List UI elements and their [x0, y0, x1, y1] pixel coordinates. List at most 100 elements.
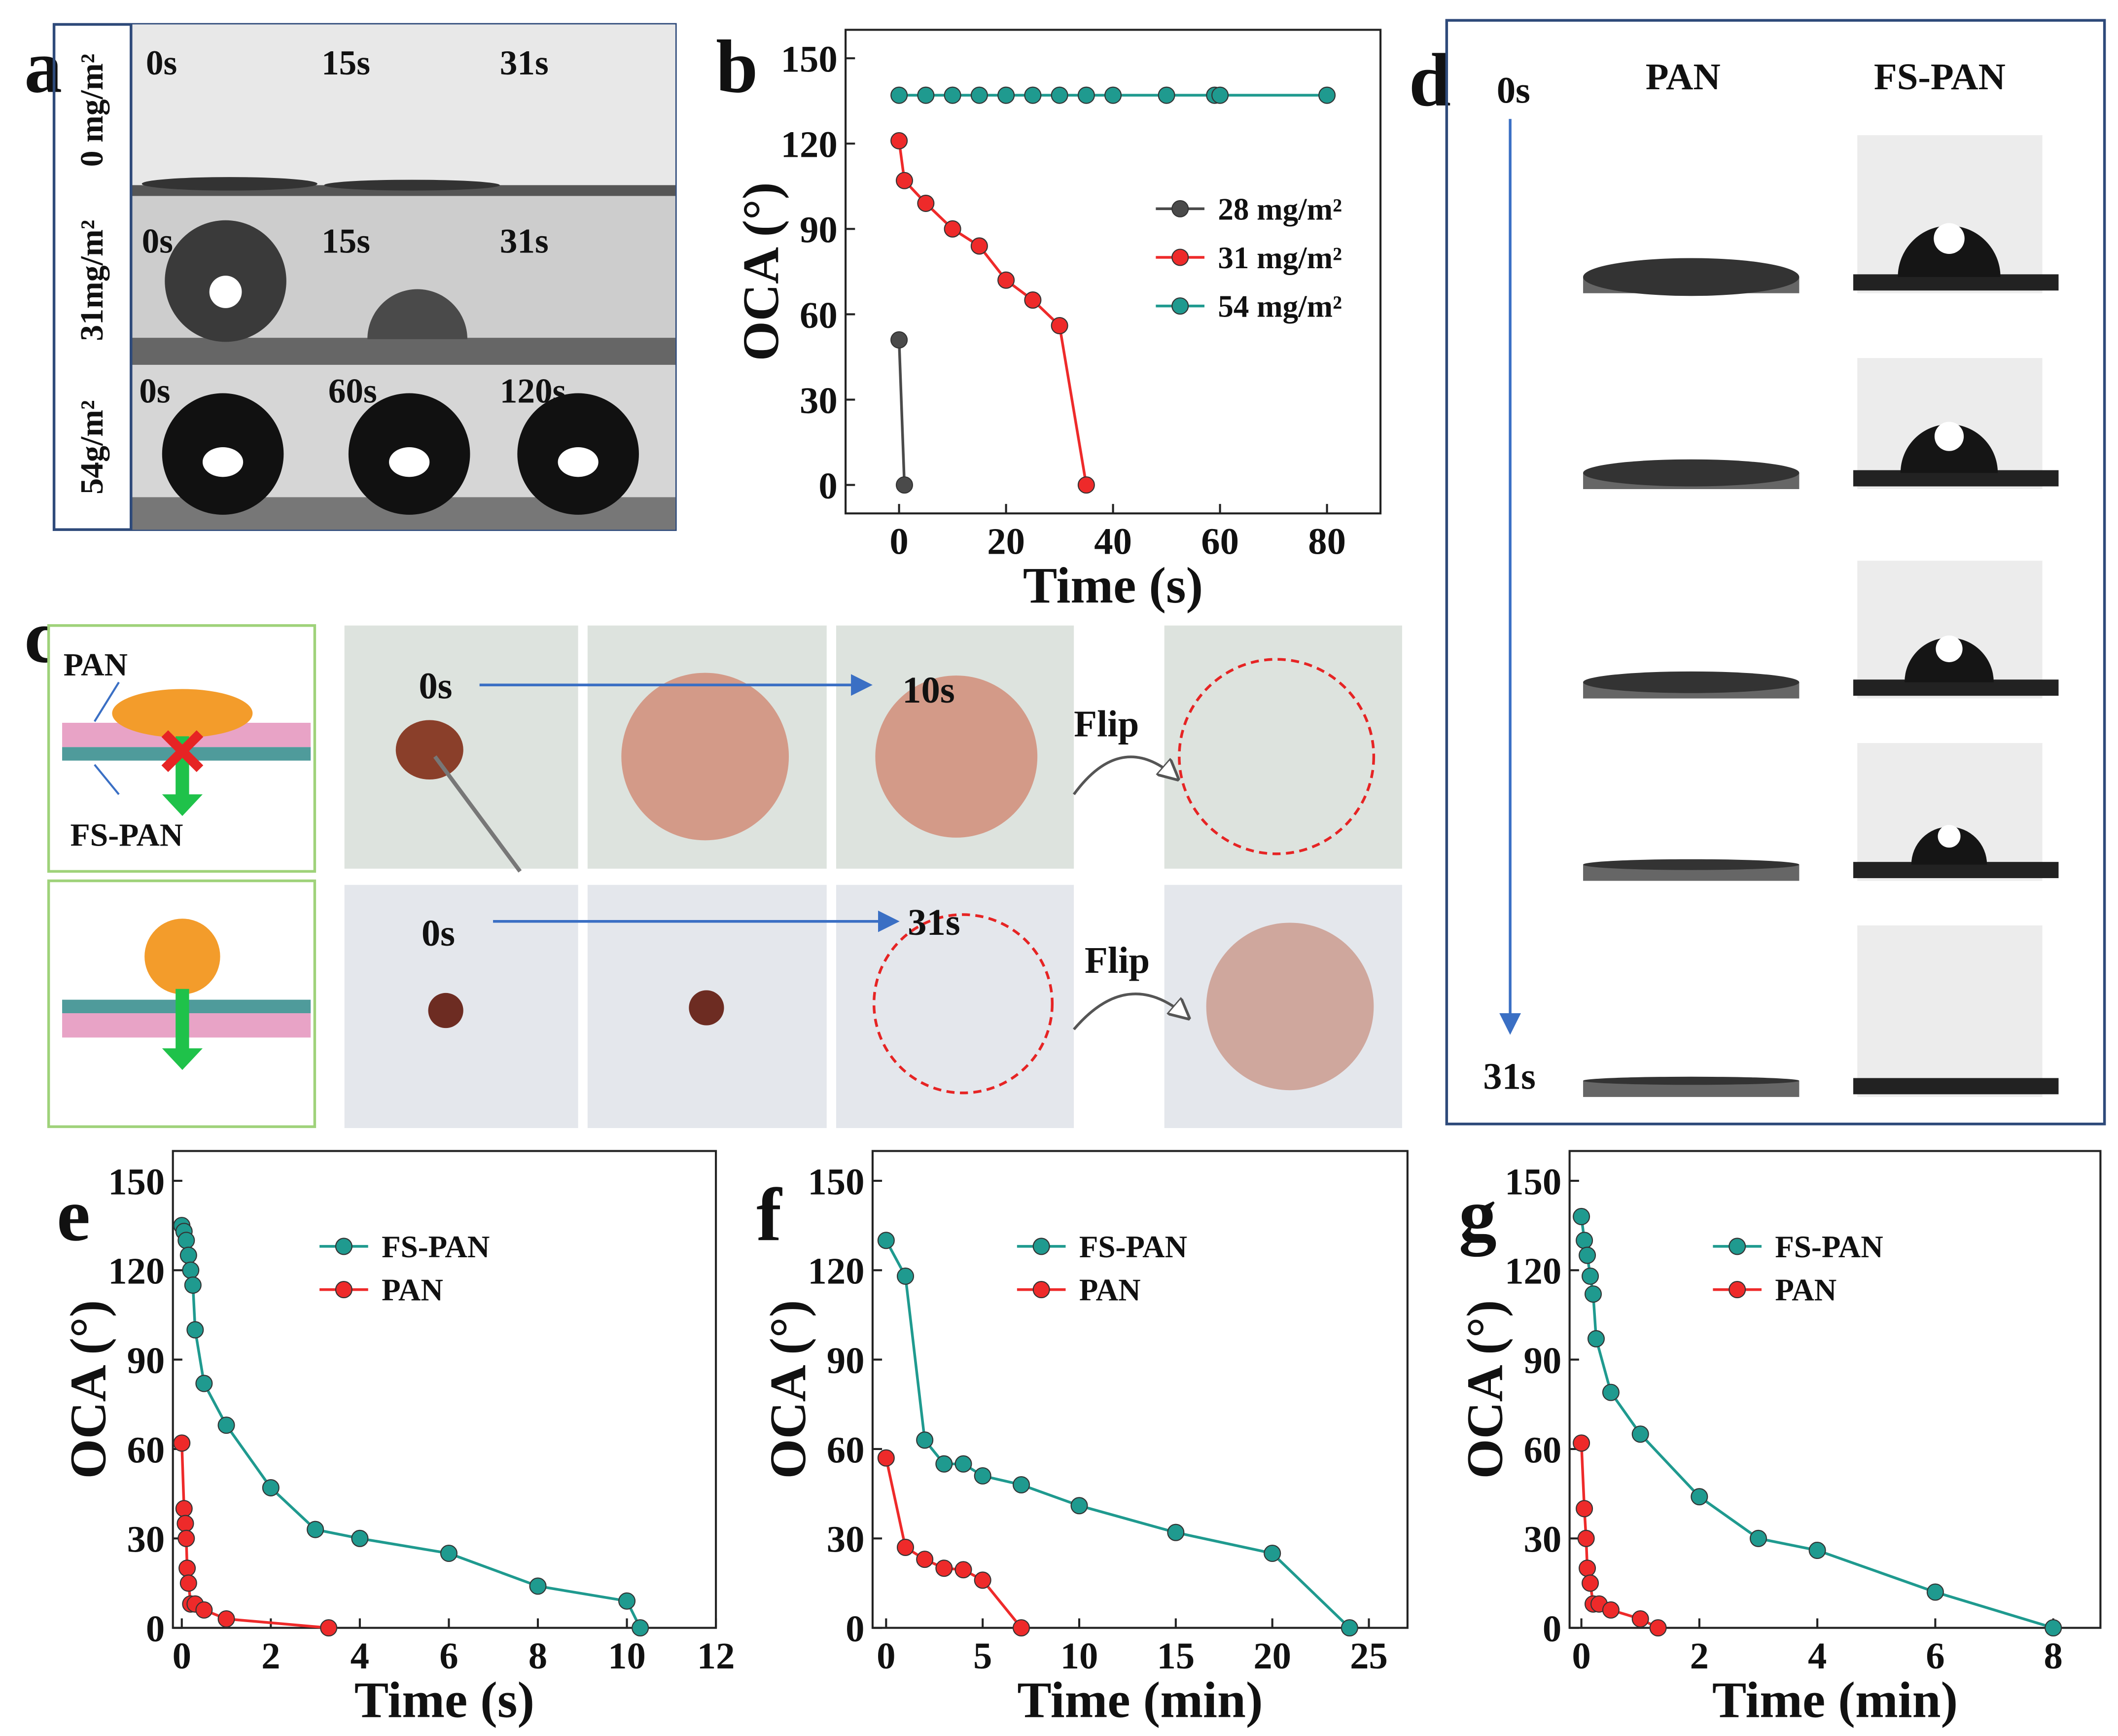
time-label: 120s: [500, 372, 566, 411]
x-tick-label: 5: [973, 1635, 992, 1677]
droplet-highlight: [1938, 825, 1961, 848]
y-tick-label: 30: [1524, 1519, 1562, 1560]
row-label: 31mg/m²: [74, 220, 110, 341]
leader: [94, 764, 120, 795]
panel-letter: e: [57, 1173, 90, 1257]
y-tick-label: 90: [827, 1340, 865, 1382]
data-point: [890, 86, 908, 104]
legend-marker: [335, 1238, 353, 1255]
plot-frame: [871, 1150, 1409, 1629]
data-point: [877, 1449, 895, 1467]
time-label: 31s: [500, 222, 549, 261]
data-point: [179, 1574, 197, 1592]
data-point: [970, 86, 988, 104]
data-point: [1573, 1207, 1590, 1226]
series-line: [897, 141, 1088, 486]
panel-letter: g: [1459, 1173, 1497, 1257]
x-tick-label: 0: [1572, 1635, 1590, 1677]
x-tick-label: 10: [1060, 1635, 1098, 1677]
flow-arrow-head: [162, 1048, 203, 1070]
x-tick-label: 15: [1157, 1635, 1195, 1677]
droplet-highlight: [1934, 223, 1965, 254]
stain: [689, 990, 724, 1026]
flip-arrow: [1072, 755, 1175, 795]
data-point: [1649, 1619, 1667, 1637]
data-point: [895, 172, 913, 189]
data-point: [935, 1455, 953, 1473]
data-point: [1012, 1619, 1030, 1637]
data-point: [916, 1431, 934, 1449]
leader: [94, 681, 120, 722]
legend-marker: [335, 1281, 353, 1299]
series-line: [180, 1443, 329, 1630]
data-point: [1581, 1574, 1599, 1592]
data-point: [917, 194, 935, 212]
droplet: [367, 289, 467, 339]
x-axis-label: Time (s): [354, 1671, 534, 1728]
x-tick-label: 60: [1201, 520, 1239, 562]
data-point: [1808, 1541, 1826, 1559]
data-point: [997, 271, 1015, 289]
data-point: [1070, 1497, 1088, 1515]
row-label: 54g/m²: [74, 400, 110, 494]
data-point: [1051, 317, 1068, 335]
data-point: [217, 1610, 235, 1628]
y-tick-label: 120: [781, 124, 838, 166]
y-tick-label: 30: [827, 1519, 865, 1560]
photo: [1857, 925, 2043, 1097]
x-tick-label: 8: [2044, 1635, 2062, 1677]
data-point: [351, 1529, 369, 1547]
data-point: [173, 1434, 191, 1452]
substrate: [1853, 1078, 2059, 1095]
data-point: [1573, 1434, 1590, 1452]
x-tick-label: 0: [173, 1635, 191, 1677]
time-label: 0s: [146, 44, 177, 82]
data-point: [935, 1559, 953, 1577]
x-tick-label: 6: [439, 1635, 458, 1677]
data-point: [1749, 1529, 1767, 1547]
data-point: [1051, 86, 1068, 104]
data-point: [896, 1267, 915, 1285]
x-tick-label: 2: [1690, 1635, 1709, 1677]
data-point: [1024, 291, 1042, 309]
step-label: 0s: [419, 665, 452, 707]
data-point: [307, 1521, 324, 1538]
needle: [433, 755, 522, 873]
y-tick-label: 30: [800, 380, 838, 422]
step-label: Flip: [1074, 703, 1139, 744]
data-point: [997, 86, 1015, 104]
data-point: [890, 132, 908, 150]
data-point: [177, 1529, 195, 1547]
data-point: [632, 1619, 649, 1637]
droplet-highlight: [558, 447, 599, 477]
y-tick-label: 90: [127, 1340, 165, 1382]
panel-letter: b: [716, 25, 758, 108]
y-tick-label: 30: [127, 1519, 165, 1560]
photo: [836, 885, 1074, 1128]
data-point: [1926, 1583, 1944, 1601]
data-point: [1578, 1246, 1596, 1264]
data-point: [1264, 1544, 1281, 1562]
y-axis-label: OCA (°): [60, 1300, 117, 1479]
data-point: [2045, 1619, 2062, 1637]
legend-marker: [1729, 1281, 1746, 1299]
step-label: 10s: [902, 669, 955, 711]
droplet-highlight: [1936, 635, 1963, 663]
x-tick-label: 6: [1926, 1635, 1944, 1677]
stain: [395, 720, 463, 780]
data-point: [1602, 1601, 1620, 1619]
time-label: 0s: [1497, 69, 1530, 111]
stain: [428, 992, 463, 1028]
legend-marker: [1729, 1238, 1746, 1255]
substrate: [1853, 470, 2059, 487]
stain: [875, 675, 1038, 838]
y-tick-label: 90: [1524, 1340, 1562, 1382]
data-point: [954, 1455, 972, 1473]
film: [1583, 671, 1800, 693]
y-tick-label: 150: [1505, 1161, 1561, 1203]
x-tick-label: 10: [608, 1635, 646, 1677]
film: [324, 179, 500, 191]
target-zone: [1178, 658, 1376, 855]
data-point: [1077, 476, 1095, 494]
